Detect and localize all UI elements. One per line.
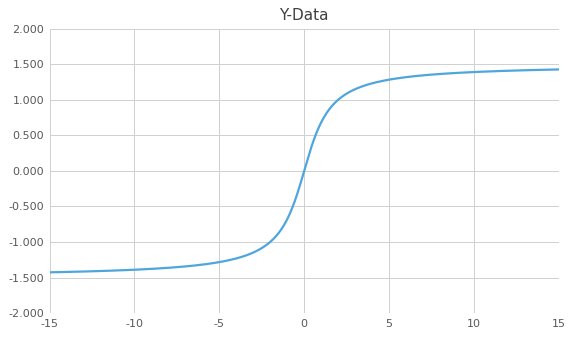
Title: Y-Data: Y-Data [280, 8, 329, 23]
